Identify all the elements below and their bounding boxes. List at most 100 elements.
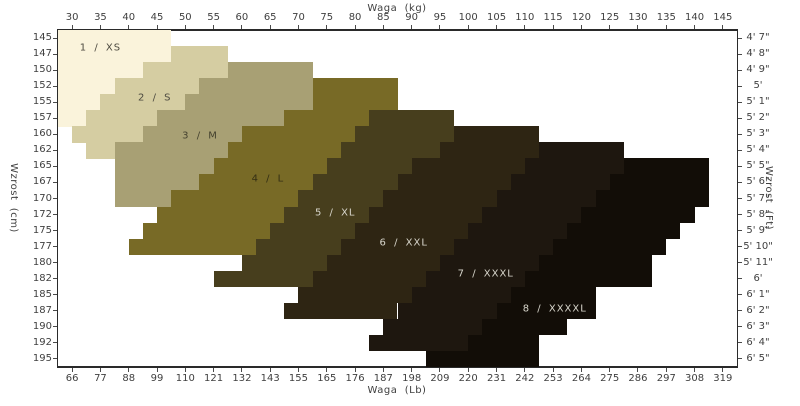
tick-top xyxy=(269,25,271,29)
region-XXXXL xyxy=(468,334,539,352)
tick-bottom xyxy=(609,368,611,372)
tick-bottom xyxy=(71,368,73,372)
region-M xyxy=(114,174,200,191)
region-XXXXL xyxy=(538,254,653,272)
tick-label-ft: 5' xyxy=(753,80,763,92)
region-M xyxy=(114,190,172,208)
tick-label-kg: 80 xyxy=(348,12,362,23)
tick-bottom xyxy=(665,368,667,372)
tick-right xyxy=(738,117,742,119)
tick-right xyxy=(738,246,742,248)
region-XXXXL xyxy=(609,174,709,191)
region-XXL xyxy=(340,238,455,256)
tick-label-kg: 40 xyxy=(122,12,136,23)
region-XS xyxy=(58,62,143,79)
tick-label-lb: 155 xyxy=(288,373,309,384)
tick-left xyxy=(53,294,57,296)
tick-label-ft: 5' 5" xyxy=(746,160,770,172)
tick-label-kg: 90 xyxy=(405,12,418,23)
tick-right xyxy=(738,133,742,135)
size-label-XXXL: 7 / XXXL xyxy=(457,268,514,280)
tick-label-ft: 6' 4" xyxy=(746,336,770,348)
tick-label-cm: 167 xyxy=(32,176,52,188)
tick-label-ft: 4' 8" xyxy=(746,48,770,60)
tick-top xyxy=(241,25,243,29)
tick-label-cm: 162 xyxy=(32,144,52,156)
region-S xyxy=(86,110,157,127)
tick-top xyxy=(71,25,73,29)
tick-left xyxy=(53,117,57,119)
region-XXL xyxy=(355,222,469,240)
axis-title-right: Wzrost (Ft) xyxy=(763,165,774,231)
tick-left xyxy=(53,326,57,328)
tick-left xyxy=(53,262,57,264)
tick-label-kg: 60 xyxy=(235,12,249,23)
tick-label-kg: 75 xyxy=(320,12,334,23)
tick-right xyxy=(738,69,742,71)
region-XL xyxy=(284,206,370,224)
region-S xyxy=(72,126,143,143)
region-XS xyxy=(58,94,101,111)
axis-title-left: Wzrost (cm) xyxy=(8,163,19,233)
tick-bottom xyxy=(156,368,158,372)
tick-label-ft: 5' 6" xyxy=(746,176,770,188)
region-L xyxy=(227,142,341,159)
tick-label-cm: 195 xyxy=(32,352,52,364)
tick-label-kg: 70 xyxy=(292,12,305,23)
tick-top xyxy=(580,25,582,29)
region-L xyxy=(199,174,313,191)
region-XS xyxy=(58,110,87,127)
tick-bottom xyxy=(297,368,299,372)
size-label-S: 2 / S xyxy=(138,92,172,104)
region-XXXXL xyxy=(553,238,667,256)
tick-left xyxy=(53,101,57,103)
tick-right xyxy=(738,326,742,328)
region-XXXXL xyxy=(496,302,596,320)
size-label-L: 4 / L xyxy=(251,173,285,185)
region-XXL xyxy=(454,126,539,143)
tick-label-ft: 5' 8" xyxy=(746,208,770,220)
tick-right xyxy=(738,358,742,360)
tick-right xyxy=(738,230,742,232)
tick-left xyxy=(53,165,57,167)
tick-top xyxy=(411,25,413,29)
region-XXXL xyxy=(510,174,610,191)
region-M xyxy=(157,110,285,127)
region-S xyxy=(86,142,115,159)
region-L xyxy=(213,158,327,175)
tick-label-cm: 157 xyxy=(32,112,52,124)
region-XXXXL xyxy=(581,206,695,224)
region-XXL xyxy=(312,270,426,288)
region-M xyxy=(114,142,228,159)
tick-top xyxy=(665,25,667,29)
region-XL xyxy=(312,174,398,191)
tick-label-ft: 5' 10" xyxy=(743,240,773,252)
tick-label-cm: 145 xyxy=(32,32,52,44)
tick-label-lb: 187 xyxy=(373,373,393,384)
tick-label-kg: 105 xyxy=(486,12,507,23)
tick-top xyxy=(694,25,696,29)
tick-label-cm: 170 xyxy=(32,192,52,204)
region-XXXL xyxy=(538,142,624,159)
tick-label-lb: 176 xyxy=(345,373,365,384)
tick-bottom xyxy=(694,368,696,372)
tick-bottom xyxy=(722,368,724,372)
tick-label-cm: 177 xyxy=(32,240,52,252)
tick-bottom xyxy=(552,368,554,372)
tick-bottom xyxy=(354,368,356,372)
tick-left xyxy=(53,198,57,199)
tick-left xyxy=(53,149,57,151)
tick-label-kg: 55 xyxy=(207,12,220,23)
size-label-XS: 1 / XS xyxy=(79,42,122,54)
size-label-XXL: 6 / XXL xyxy=(379,237,428,249)
tick-right xyxy=(738,278,742,280)
tick-label-lb: 209 xyxy=(430,373,450,384)
axis-spine-left xyxy=(57,29,58,368)
tick-right xyxy=(738,342,742,344)
region-L xyxy=(171,190,299,208)
tick-bottom xyxy=(580,368,582,372)
axis-title-bottom: Waga (Lb) xyxy=(367,385,427,396)
region-XXL xyxy=(411,158,525,175)
tick-bottom xyxy=(411,368,413,372)
tick-top xyxy=(609,25,611,29)
